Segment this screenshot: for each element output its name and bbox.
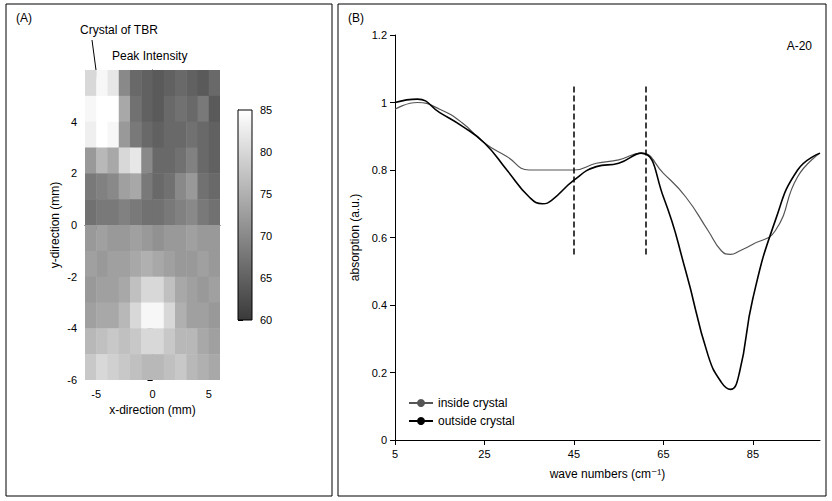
svg-text:60: 60 [260,314,272,326]
svg-text:1.2: 1.2 [372,29,387,41]
svg-text:70: 70 [260,230,272,242]
svg-text:85: 85 [260,104,272,116]
svg-text:-5: -5 [91,388,101,400]
svg-text:A-20: A-20 [787,39,813,53]
svg-text:wave numbers (cm⁻¹): wave numbers (cm⁻¹) [549,467,666,481]
svg-text:5: 5 [392,448,398,460]
svg-text:2: 2 [71,167,77,179]
svg-text:-2: -2 [67,271,77,283]
svg-text:0.8: 0.8 [372,164,387,176]
svg-text:-4: -4 [67,322,77,334]
svg-text:25: 25 [478,448,490,460]
svg-text:0: 0 [381,434,387,446]
svg-text:45: 45 [568,448,580,460]
svg-text:1: 1 [381,97,387,109]
svg-text:0: 0 [71,219,77,231]
svg-text:Peak Intensity: Peak Intensity [112,49,187,63]
svg-text:outside crystal: outside crystal [438,414,515,428]
svg-text:-6: -6 [67,374,77,386]
svg-text:x-direction (mm): x-direction (mm) [109,403,196,417]
svg-text:5: 5 [206,388,212,400]
svg-text:65: 65 [260,272,272,284]
svg-text:(A): (A) [16,11,32,25]
svg-text:0.6: 0.6 [372,232,387,244]
svg-text:65: 65 [657,448,669,460]
svg-text:Crystal of TBR: Crystal of TBR [80,23,158,37]
svg-text:absorption (a.u.): absorption (a.u.) [348,194,362,281]
svg-text:0.4: 0.4 [372,299,387,311]
svg-text:inside crystal: inside crystal [438,396,507,410]
svg-text:4: 4 [71,116,77,128]
svg-text:85: 85 [747,448,759,460]
svg-text:0.2: 0.2 [372,367,387,379]
svg-text:80: 80 [260,146,272,158]
svg-text:0: 0 [149,388,155,400]
svg-text:(B): (B) [348,11,364,25]
svg-text:y-direction (mm): y-direction (mm) [48,182,62,269]
svg-text:75: 75 [260,188,272,200]
